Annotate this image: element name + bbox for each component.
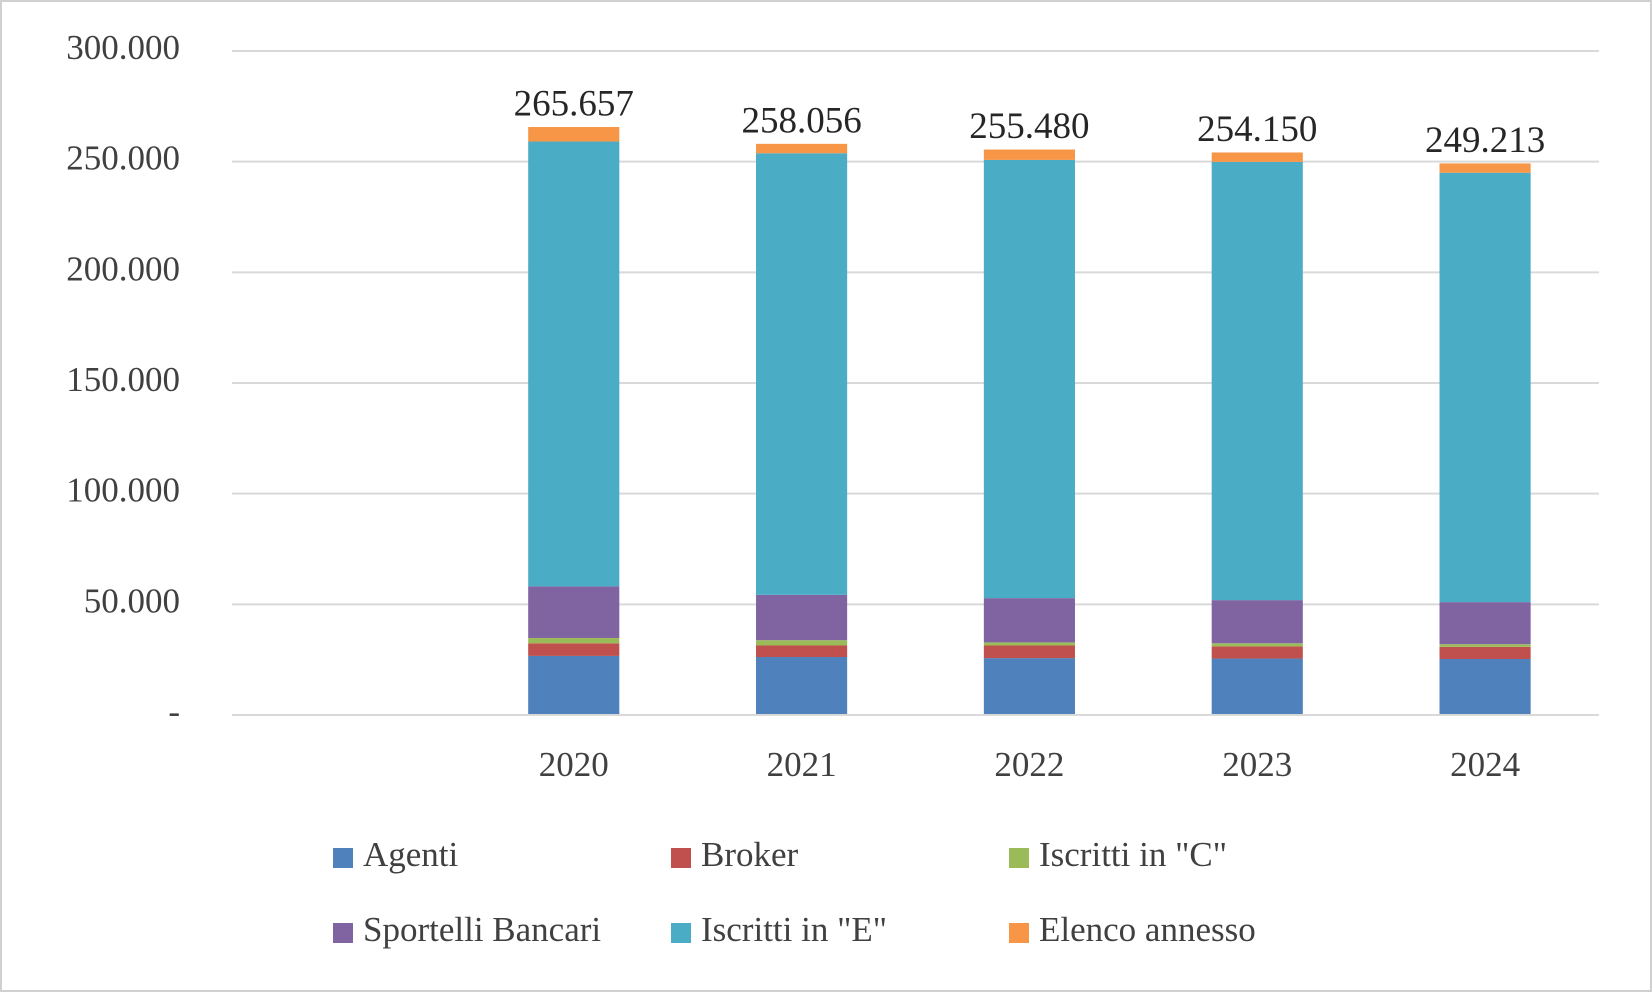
legend-label: Iscritti in "C" <box>1039 835 1227 874</box>
bar-segment <box>983 159 1075 599</box>
bar-segment <box>1439 646 1531 660</box>
y-tick-label: 250.000 <box>66 139 180 178</box>
bar-segment <box>1439 602 1531 645</box>
legend-label: Elenco annesso <box>1039 910 1256 949</box>
total-label: 258.056 <box>741 100 861 141</box>
bar-segment <box>1211 658 1303 715</box>
x-tick-label: 2021 <box>767 745 837 784</box>
bar-segment <box>528 141 620 587</box>
x-tick-label: 2023 <box>1222 745 1292 784</box>
x-tick-label: 2020 <box>539 745 609 784</box>
y-tick-label: 200.000 <box>66 249 180 288</box>
legend-label: Agenti <box>363 835 459 874</box>
legend-swatch <box>1009 923 1029 943</box>
x-tick-label: 2024 <box>1450 745 1520 784</box>
y-tick-label: 50.000 <box>84 581 180 620</box>
bar-segment <box>528 655 620 715</box>
bar-segment <box>1211 161 1303 601</box>
x-tick-label: 2022 <box>994 745 1064 784</box>
total-label: 265.657 <box>514 83 634 124</box>
y-tick-label: 300.000 <box>66 28 180 67</box>
bar-segment <box>528 586 620 638</box>
legend-label: Broker <box>701 835 799 874</box>
y-tick-label: 100.000 <box>66 471 180 510</box>
legend-swatch <box>333 923 353 943</box>
bar-segment <box>1211 152 1303 162</box>
legend-swatch <box>1009 848 1029 868</box>
legend-swatch <box>671 848 691 868</box>
bar-segment <box>1439 163 1531 173</box>
bar-segment <box>756 640 848 646</box>
bar-segment <box>983 149 1075 160</box>
legend-label: Sportelli Bancari <box>363 910 601 949</box>
bar-segment <box>528 637 620 644</box>
bar-segment <box>756 143 848 154</box>
bar-segment <box>528 643 620 656</box>
bar-segment <box>983 642 1075 646</box>
bar-segment <box>1211 600 1303 644</box>
bar-segment <box>756 657 848 715</box>
bar-segment <box>1439 172 1531 603</box>
y-tick-label: - <box>168 692 180 731</box>
bar-segment <box>983 658 1075 715</box>
total-label: 255.480 <box>969 106 1089 147</box>
legend-swatch <box>333 848 353 868</box>
legend-swatch <box>671 923 691 943</box>
total-label: 254.150 <box>1197 109 1317 150</box>
bar-segment <box>756 153 848 595</box>
bar-segment <box>1439 659 1531 715</box>
bar-segment <box>1211 646 1303 659</box>
bar-segment <box>756 594 848 641</box>
bar-segment <box>983 645 1075 659</box>
bar-segment <box>528 127 620 142</box>
bar-segment <box>983 598 1075 643</box>
legend-label: Iscritti in "E" <box>701 910 887 949</box>
bar-segment <box>1211 643 1303 647</box>
bar-segment <box>756 645 848 658</box>
y-tick-label: 150.000 <box>66 360 180 399</box>
total-label: 249.213 <box>1425 120 1545 161</box>
bar-segment <box>1439 644 1531 647</box>
